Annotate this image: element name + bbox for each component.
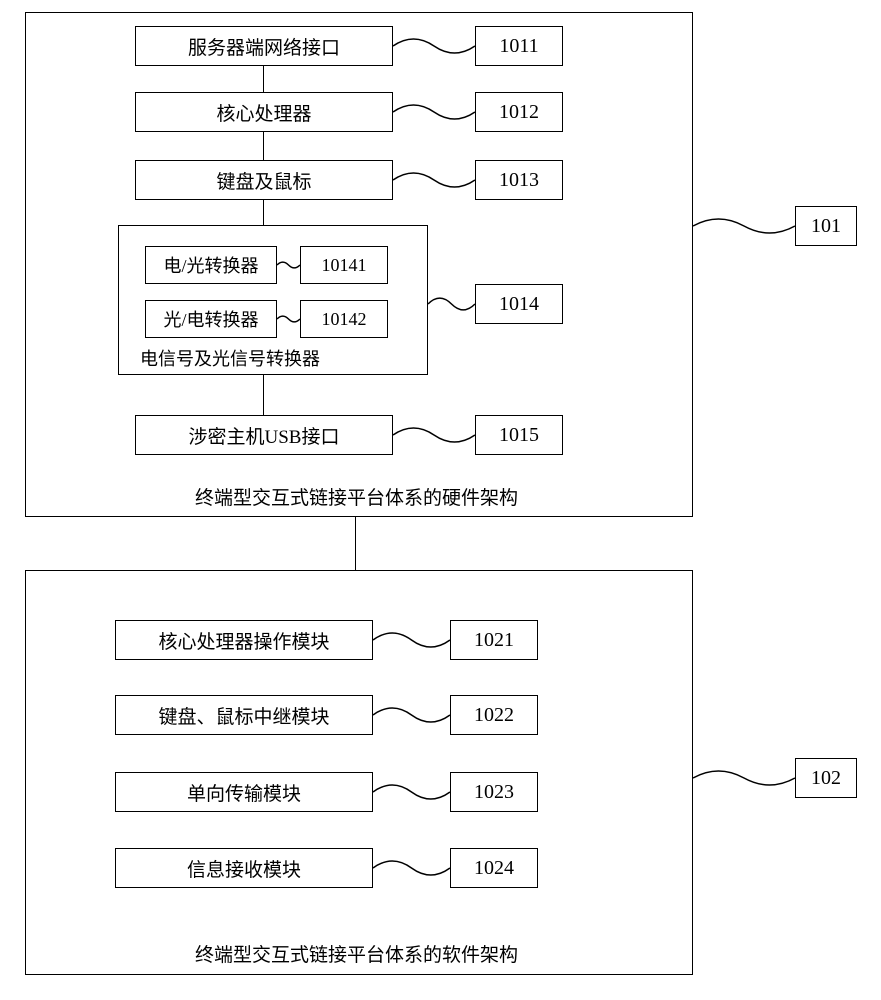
wavy-connectors	[0, 0, 881, 1000]
